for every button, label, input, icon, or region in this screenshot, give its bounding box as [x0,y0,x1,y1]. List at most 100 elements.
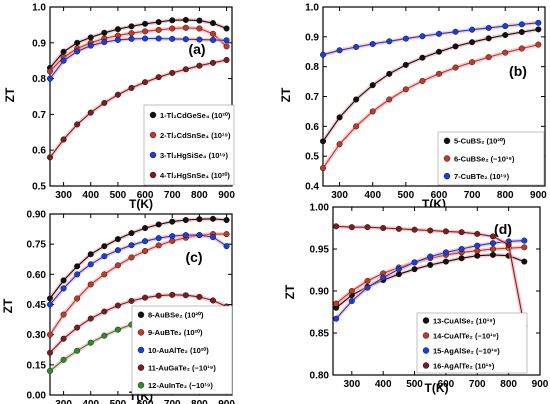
legend-entry: 16-AgAlTe₂ (10¹⁹) [433,361,495,370]
x-tick-label: 900 [530,190,547,201]
data-point [182,24,189,31]
data-point [196,62,203,69]
data-point [101,308,108,315]
data-point [395,266,402,273]
data-point [47,68,54,75]
y-tick-label: 0.9 [32,38,46,49]
panel-4: 0.80 0.85 0.90 0.95 1.00 300 400 500 600 700 800 90… [283,203,549,396]
legend-marker [443,155,451,162]
data-point [60,136,67,143]
x-tick-label: 600 [431,190,448,201]
panel-label: (a) [188,41,205,57]
x-tick-label: 400 [82,399,99,404]
data-point [182,16,189,23]
y-axis-label: ZT [1,298,15,313]
data-point [518,45,525,52]
data-point [196,216,203,223]
y-axis-label: ZT [3,87,17,102]
data-point [320,51,327,58]
data-point [169,35,176,42]
y-tick-label: 0.5 [32,182,46,193]
data-point [169,69,176,76]
panel-1: 0.5 0.6 0.7 0.8 0.9 1.0 300 400 500 600 700 800 900 Z… [3,3,235,212]
data-point [155,292,162,299]
y-tick-label: 0.80 [310,371,330,382]
data-point [128,23,135,30]
data-point [196,232,203,239]
data-point [223,25,230,32]
data-point [87,42,94,49]
data-point [196,17,203,24]
data-point [128,35,135,42]
data-point [209,234,216,241]
x-tick-label: 800 [191,399,208,404]
data-point [333,315,340,322]
data-point [87,34,94,41]
legend-marker [137,329,145,336]
data-point [87,109,94,116]
legend-box [437,131,545,186]
x-tick-label: 300 [55,190,72,201]
x-tick-label: 300 [55,399,72,404]
x-tick-label: 500 [110,399,127,404]
data-point [209,36,216,43]
x-tick-label: 600 [137,190,154,201]
data-point [442,258,449,265]
x-tick-label: 300 [343,379,360,390]
y-tick-label: 0.75 [27,240,47,251]
x-tick-label: 700 [164,399,181,404]
data-point [458,245,465,252]
data-point [114,326,121,333]
y-axis-label: ZT [279,87,293,102]
data-point [60,311,67,318]
legend-marker [149,131,157,139]
data-point [402,86,409,93]
data-point [411,266,418,273]
data-point [74,263,81,270]
data-point [320,165,327,172]
data-point [101,99,108,106]
data-point [223,56,230,63]
y-tick-label: 0.8 [305,62,319,73]
data-point [386,70,393,77]
y-tick-label: 0.6 [305,122,319,133]
data-point [442,249,449,256]
data-point [435,48,442,55]
data-point [348,224,355,231]
legend-entry: 11-AuGaTe₂ (−10¹⁹) [148,363,216,372]
x-tick-label: 600 [137,399,154,404]
data-point [336,114,343,121]
data-point [74,48,81,55]
legend-box [416,312,528,374]
data-point [142,35,149,42]
data-point [452,43,459,50]
legend-marker [137,364,145,371]
data-point [442,228,449,235]
y-tick-label: 0.6 [32,146,46,157]
data-point [369,108,376,115]
x-tick-label: 400 [364,190,381,201]
data-point [402,61,409,68]
y-tick-label: 0.45 [27,300,47,311]
data-point [182,66,189,73]
data-point [395,225,402,232]
legend-box [143,104,235,186]
data-point [114,236,121,243]
y-tick-label: 0.7 [305,92,319,103]
legend-marker [149,111,157,119]
data-point [427,227,434,234]
panel-3: 0.00 0.15 0.30 0.45 0.60 0.75 0.90 300 400 500 600… [1,210,235,404]
data-point [348,288,355,295]
data-point [521,258,528,265]
data-point [369,40,376,47]
y-tick-label: 1.0 [305,3,319,14]
x-axis-label: T(K) [129,197,153,211]
data-point [87,261,94,268]
x-tick-label: 900 [218,190,235,201]
data-point [114,247,121,254]
data-point [452,28,459,35]
data-point [518,29,525,36]
legend-marker [149,171,157,179]
data-point [458,229,465,236]
data-point [101,332,108,339]
